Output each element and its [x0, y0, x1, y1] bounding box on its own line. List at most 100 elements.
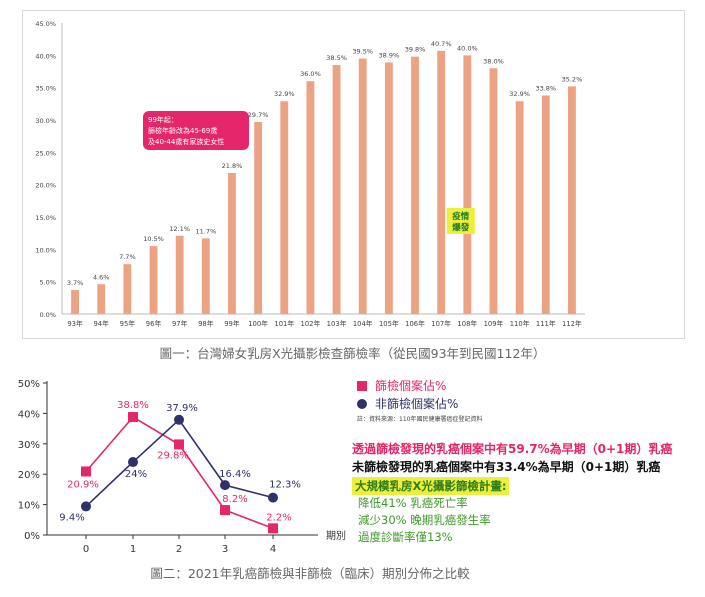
x-tick-label: 96年: [146, 319, 162, 328]
screened-point: [128, 412, 138, 423]
bar-105年: [384, 62, 393, 314]
policy-change-text: 及40-44歲有家族史女性: [148, 137, 224, 146]
bar-101年: [280, 101, 289, 314]
plan-benefit-late-stage: 減少30% 晚期乳癌發生率: [358, 513, 491, 527]
x-tick-label: 100年: [248, 319, 268, 328]
policy-change-callout: [143, 111, 249, 150]
bar-value-label: 39.8%: [405, 46, 426, 54]
bar-107年: [437, 50, 446, 314]
y-tick-label: 15.0%: [35, 214, 56, 222]
x-tick-label: 101年: [274, 319, 294, 328]
non-screened-data-label: 37.9%: [166, 403, 198, 414]
screened-point: [174, 439, 184, 450]
bar-109年: [489, 68, 498, 315]
screened-data-label: 2.2%: [266, 512, 291, 523]
pandemic-text: 疫情: [452, 211, 470, 222]
pandemic-marker: [446, 208, 475, 234]
non-screened-data-label: 9.4%: [59, 512, 84, 523]
legend-non-screened: 非篩檢個案佔%: [357, 395, 458, 412]
bar-value-label: 40.7%: [431, 40, 452, 48]
y-tick-label: 35.0%: [35, 85, 56, 93]
data-source-note: 註：資料來源：110年國民健康署癌症登記資料: [357, 416, 483, 423]
bar-111年: [541, 95, 550, 314]
plan-benefit-overdiagnosis: 過度診斷率僅13%: [358, 530, 453, 544]
screened-point: [268, 523, 278, 534]
bar-110年: [515, 101, 524, 314]
bar-value-label: 32.9%: [274, 90, 295, 98]
screened-point: [220, 505, 230, 516]
screened-early-stage-note: 透過篩檢發現的乳癌個案中有59.7%為早期（0+1期）乳癌: [352, 442, 673, 456]
bar-value-label: 32.9%: [509, 90, 530, 98]
bar-value-label: 21.8%: [222, 162, 243, 170]
non-screened-data-label: 16.4%: [219, 469, 251, 480]
x-tick-label: 3: [222, 544, 228, 555]
x-tick-label: 95年: [120, 319, 136, 328]
y-tick-label: 10%: [18, 501, 40, 512]
non-screened-point: [128, 457, 138, 468]
bar-96年: [149, 246, 158, 314]
x-axis-title: 期別: [326, 530, 346, 542]
policy-change-text: 篩檢年齡改為45-69歲: [148, 126, 217, 135]
legend-non-screened-label: 非篩檢個案佔%: [375, 397, 459, 411]
bar-value-label: 3.7%: [67, 279, 84, 287]
x-tick-label: 97年: [172, 319, 188, 328]
x-tick-label: 107年: [431, 319, 451, 328]
screened-data-label: 38.8%: [117, 400, 149, 411]
legend-screened: 篩檢個案佔%: [357, 377, 446, 394]
bar-value-label: 39.5%: [352, 48, 373, 56]
x-tick-label: 98年: [198, 319, 214, 328]
bar-value-label: 33.8%: [535, 84, 556, 92]
non-screened-point: [174, 414, 184, 425]
x-tick-label: 104年: [353, 319, 373, 328]
non-screened-point: [220, 480, 230, 491]
bar-108年: [463, 55, 472, 314]
x-tick-label: 110年: [510, 319, 530, 328]
chart1-caption: 圖一：台灣婦女乳房X光攝影檢查篩檢率（從民國93年到民國112年）: [159, 346, 546, 361]
legend-screened-label: 篩檢個案佔%: [375, 379, 447, 393]
bar-value-label: 11.7%: [195, 227, 216, 235]
bar-value-label: 38.9%: [379, 51, 400, 59]
bar-value-label: 36.0%: [300, 70, 321, 78]
bar-value-label: 7.7%: [119, 253, 136, 261]
bar-102年: [306, 81, 315, 314]
y-tick-label: 5.0%: [39, 279, 56, 287]
y-tick-label: 0.0%: [39, 311, 56, 319]
x-tick-label: 108年: [457, 319, 477, 328]
y-tick-label: 40.0%: [35, 52, 56, 60]
x-tick-label: 94年: [93, 319, 109, 328]
screening-plan-title: 大規模乳房X光攝影篩檢計畫:: [352, 477, 510, 495]
bar-97年: [175, 235, 184, 314]
screened-data-label: 20.9%: [67, 479, 99, 490]
screened-point: [81, 466, 91, 477]
y-tick-label: 0%: [24, 531, 40, 542]
x-tick-label: 4: [270, 544, 276, 555]
y-tick-label: 30%: [18, 440, 40, 451]
bar-94年: [97, 284, 106, 314]
legend-square-marker: [357, 380, 367, 391]
bar-98年: [201, 238, 210, 314]
y-tick-label: 30.0%: [35, 117, 56, 125]
non-screened-early-stage-note: 未篩檢發現的乳癌個案中有33.4%為早期（0+1期）乳癌: [352, 460, 661, 474]
bar-value-label: 12.1%: [169, 225, 190, 233]
bar-104年: [358, 58, 367, 314]
x-tick-label: 109年: [484, 319, 504, 328]
y-tick-label: 20%: [18, 470, 40, 481]
x-tick-label: 93年: [67, 319, 83, 328]
y-tick-label: 10.0%: [35, 246, 56, 254]
x-tick-label: 2: [176, 544, 182, 555]
screened-data-label: 29.8%: [157, 450, 189, 461]
bar-106年: [411, 56, 419, 314]
non-screened-point: [268, 492, 278, 503]
policy-change-text: 99年起：: [148, 115, 178, 124]
y-tick-label: 45.0%: [35, 20, 56, 28]
screened-data-label: 8.2%: [222, 494, 247, 505]
plan-benefit-mortality: 降低41% 乳癌死亡率: [358, 496, 468, 510]
bar-99年: [228, 173, 236, 314]
x-tick-label: 1: [130, 544, 136, 555]
non-screened-data-label: 12.3%: [269, 480, 301, 491]
x-tick-label: 112年: [562, 319, 582, 328]
x-tick-label: 99年: [224, 319, 240, 328]
bar-93年: [71, 290, 79, 314]
bar-value-label: 4.6%: [93, 273, 110, 281]
